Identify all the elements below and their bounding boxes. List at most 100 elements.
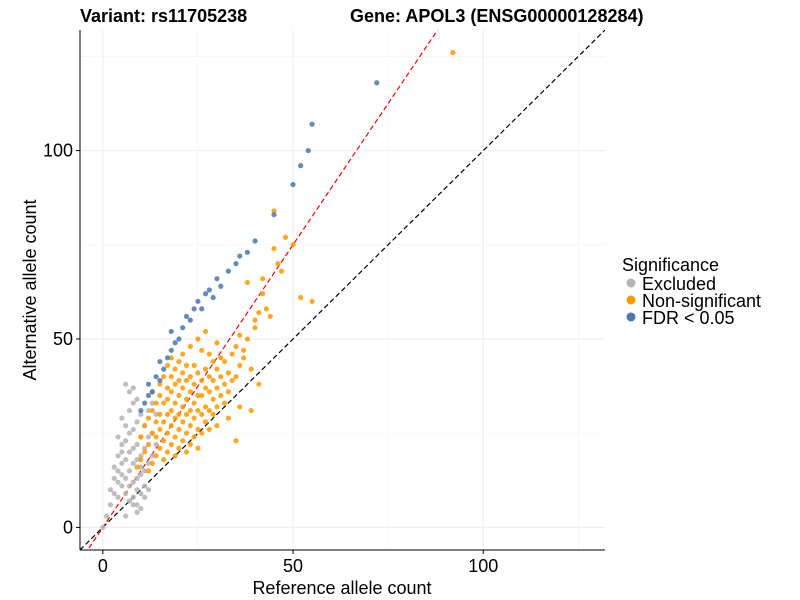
point-fdr-0-05 — [145, 392, 152, 399]
point-non-significant — [183, 430, 190, 436]
point-non-significant — [210, 377, 216, 384]
point-excluded — [130, 385, 136, 391]
point-fdr-0-05 — [153, 374, 159, 380]
point-excluded — [119, 460, 125, 466]
point-non-significant — [191, 362, 197, 368]
point-non-significant — [183, 362, 190, 368]
point-non-significant — [229, 377, 235, 384]
point-non-significant — [153, 419, 159, 425]
point-excluded — [104, 513, 110, 519]
point-non-significant — [191, 415, 197, 421]
point-non-significant — [260, 276, 266, 282]
x-tick-label: 100 — [468, 556, 498, 576]
point-non-significant — [164, 411, 171, 417]
point-non-significant — [172, 415, 178, 421]
point-non-significant — [145, 415, 152, 421]
point-fdr-0-05 — [176, 336, 182, 342]
point-non-significant — [172, 434, 178, 440]
point-non-significant — [180, 404, 186, 410]
point-fdr-0-05 — [206, 287, 212, 293]
point-non-significant — [157, 381, 163, 387]
point-excluded — [138, 453, 144, 459]
point-non-significant — [142, 449, 148, 455]
point-excluded — [119, 441, 125, 448]
point-non-significant — [187, 407, 193, 414]
point-excluded — [134, 509, 140, 515]
point-excluded — [138, 505, 144, 512]
point-excluded — [138, 472, 144, 478]
point-non-significant — [183, 449, 190, 455]
point-excluded — [145, 434, 152, 440]
point-excluded — [115, 434, 121, 440]
point-non-significant — [149, 407, 155, 414]
point-fdr-0-05 — [244, 249, 250, 255]
point-excluded — [123, 475, 129, 482]
point-non-significant — [176, 411, 182, 417]
reference-line-identity — [80, 30, 605, 550]
point-non-significant — [164, 430, 171, 436]
point-fdr-0-05 — [149, 389, 155, 395]
point-non-significant — [263, 306, 270, 312]
point-non-significant — [248, 407, 254, 414]
point-non-significant — [183, 396, 190, 402]
point-non-significant — [157, 445, 163, 451]
point-excluded — [126, 468, 133, 474]
point-non-significant — [183, 377, 190, 384]
point-non-significant — [180, 438, 186, 444]
legend-swatch-excluded — [626, 278, 636, 288]
point-non-significant — [233, 438, 239, 444]
point-excluded — [130, 445, 136, 451]
point-fdr-0-05 — [138, 407, 144, 414]
point-non-significant — [142, 423, 148, 429]
point-excluded — [130, 479, 136, 485]
point-non-significant — [180, 385, 186, 391]
point-non-significant — [195, 407, 201, 414]
point-excluded — [130, 494, 136, 500]
point-non-significant — [199, 377, 205, 384]
point-non-significant — [172, 400, 178, 406]
point-excluded — [123, 456, 129, 463]
point-excluded — [149, 400, 155, 406]
y-axis-title: Alternative allele count — [20, 199, 40, 380]
point-non-significant — [271, 245, 277, 252]
point-excluded — [119, 483, 125, 489]
point-non-significant — [218, 392, 224, 399]
point-non-significant — [195, 445, 201, 451]
point-non-significant — [161, 438, 167, 444]
point-non-significant — [138, 456, 144, 463]
point-non-significant — [202, 328, 209, 335]
point-non-significant — [176, 358, 182, 365]
point-non-significant — [282, 234, 289, 240]
point-fdr-0-05 — [168, 328, 174, 335]
data-points — [100, 50, 456, 530]
point-non-significant — [271, 208, 277, 214]
point-non-significant — [214, 340, 220, 346]
point-non-significant — [180, 351, 186, 357]
point-excluded — [126, 483, 133, 489]
point-excluded — [119, 415, 125, 421]
point-non-significant — [164, 385, 171, 391]
point-excluded — [145, 487, 152, 493]
point-non-significant — [225, 370, 231, 376]
point-excluded — [134, 441, 140, 448]
point-non-significant — [168, 389, 174, 395]
point-excluded — [134, 487, 140, 493]
point-non-significant — [256, 310, 262, 316]
point-non-significant — [187, 423, 193, 429]
point-non-significant — [206, 351, 212, 357]
point-non-significant — [240, 355, 247, 361]
point-fdr-0-05 — [157, 358, 163, 365]
legend-label-fdr: FDR < 0.05 — [642, 308, 735, 328]
point-excluded — [123, 381, 129, 387]
point-non-significant — [161, 400, 167, 406]
point-non-significant — [164, 362, 171, 368]
point-non-significant — [252, 325, 258, 331]
point-non-significant — [202, 366, 209, 372]
point-fdr-0-05 — [191, 306, 197, 312]
y-tick-label: 50 — [53, 329, 73, 349]
point-non-significant — [199, 411, 205, 417]
point-non-significant — [187, 343, 193, 350]
point-non-significant — [202, 404, 209, 410]
point-non-significant — [214, 366, 220, 372]
point-fdr-0-05 — [199, 306, 205, 312]
